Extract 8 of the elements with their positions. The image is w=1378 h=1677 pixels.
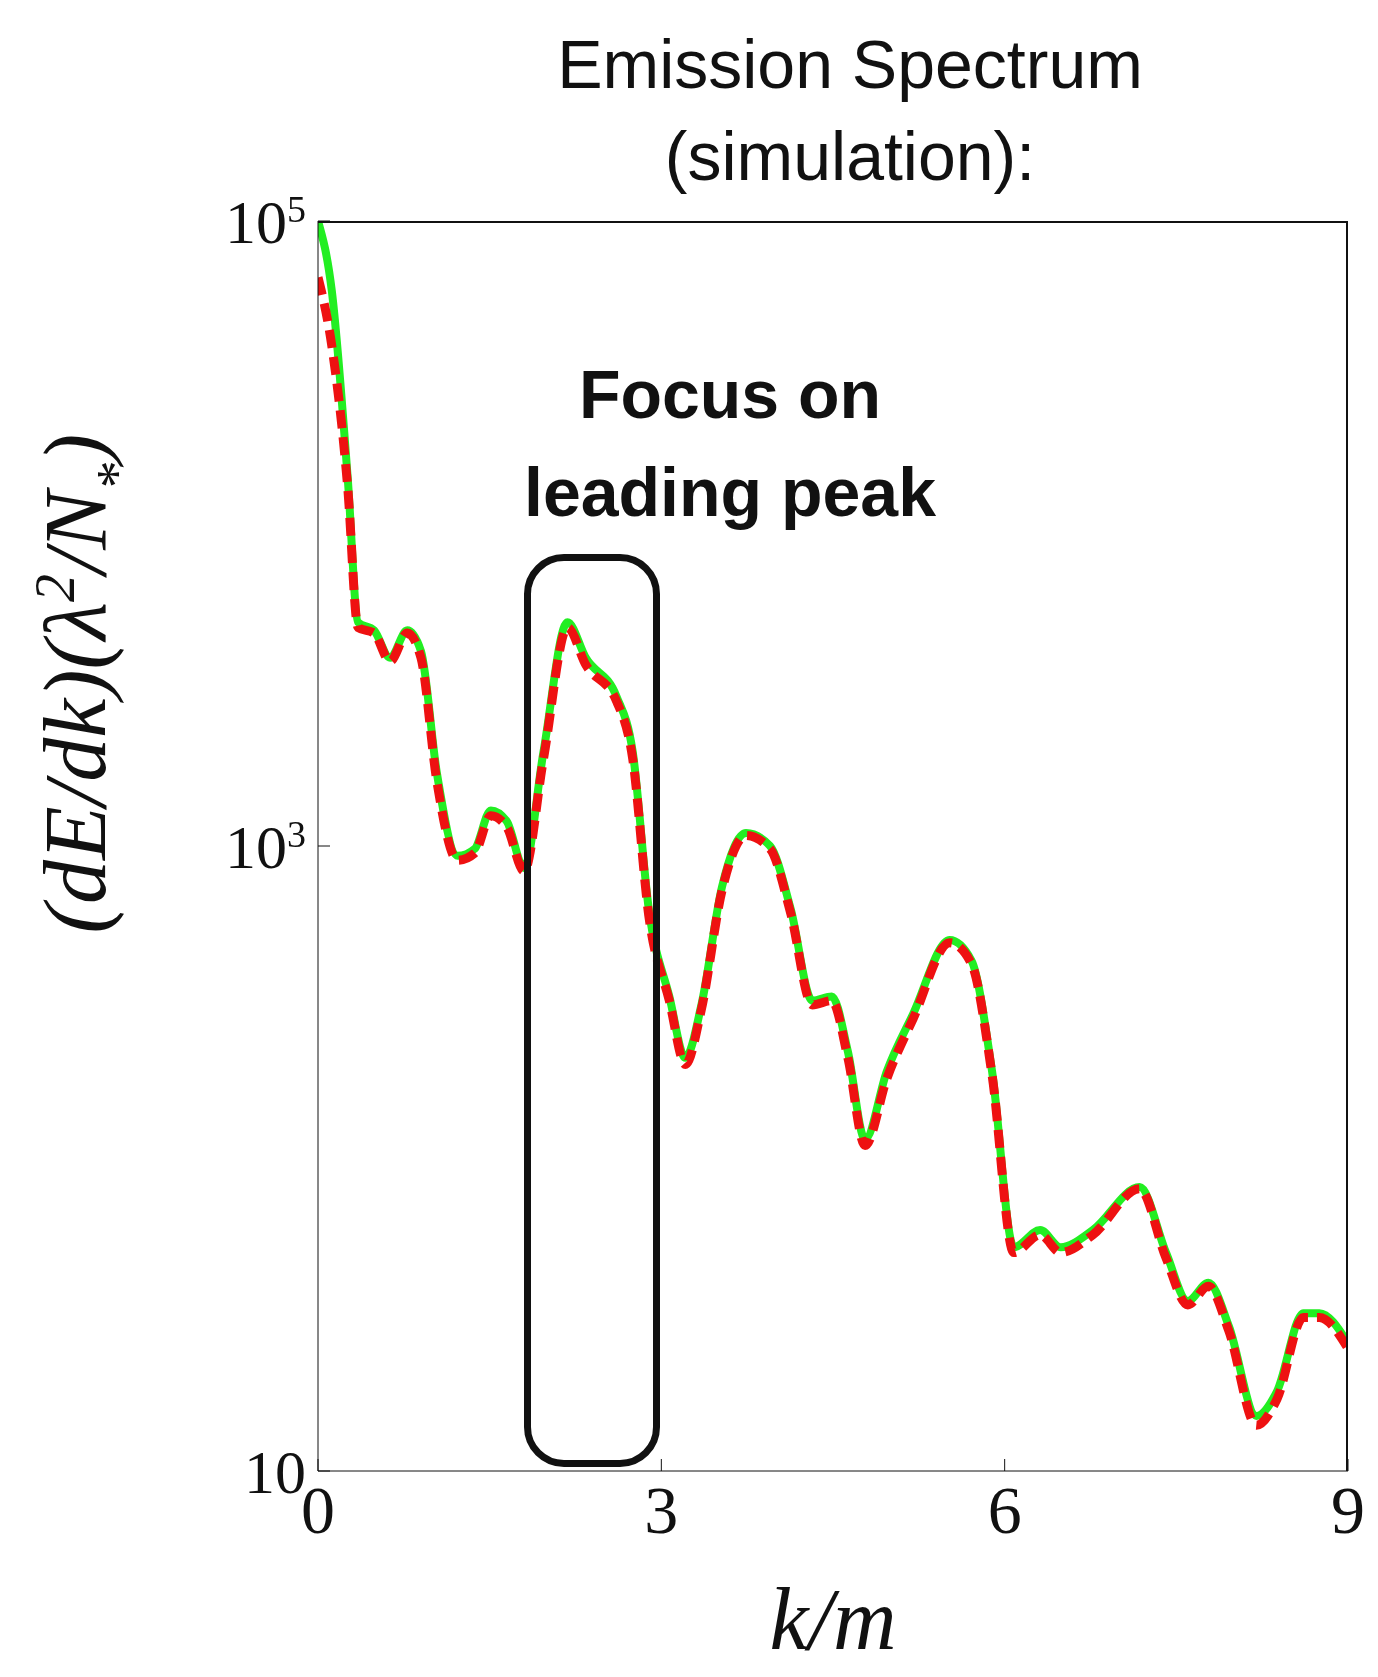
annotation: Focus on leading peak xyxy=(523,355,937,532)
y-tick-label: 10$^{3}$ xyxy=(225,813,306,881)
y-tick-label: 10$^{5}$ xyxy=(225,188,306,256)
x-axis-title: k/m xyxy=(769,1571,897,1668)
x-tick-label: 9 xyxy=(1331,1472,1365,1548)
x-tick-label: 6 xyxy=(987,1472,1022,1548)
chart-title: Emission Spectrum (simulation): xyxy=(556,25,1144,196)
x-tick-label: 3 xyxy=(644,1472,679,1548)
